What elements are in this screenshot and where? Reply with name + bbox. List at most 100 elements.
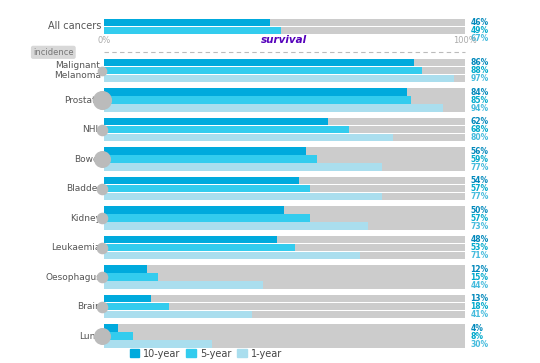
Bar (104, 311, 465, 318)
Bar (104, 295, 465, 302)
Bar (104, 332, 133, 340)
Bar (104, 19, 270, 26)
Bar (104, 59, 414, 66)
Text: NHL: NHL (83, 125, 101, 134)
Bar (104, 147, 306, 155)
Bar (104, 177, 465, 184)
Point (98, 127, 107, 132)
Bar (104, 332, 465, 340)
Text: Prostate: Prostate (64, 95, 101, 105)
Text: 30%: 30% (470, 339, 489, 348)
Text: Brain: Brain (77, 302, 101, 311)
Text: 41%: 41% (470, 310, 489, 319)
Text: 68%: 68% (470, 125, 489, 134)
Text: 15%: 15% (470, 273, 488, 282)
Point (98, 333, 107, 339)
Bar (104, 303, 169, 310)
Text: 100%: 100% (453, 36, 477, 45)
Bar (104, 118, 328, 126)
Text: Lung: Lung (79, 331, 101, 340)
Bar (104, 273, 158, 281)
Text: 59%: 59% (470, 155, 488, 164)
Text: Bowel: Bowel (74, 155, 101, 164)
Text: 46%: 46% (470, 18, 489, 27)
Bar (104, 126, 349, 134)
Text: 84%: 84% (470, 87, 489, 97)
Bar (104, 88, 407, 96)
Bar (104, 206, 465, 214)
Text: 8%: 8% (470, 331, 483, 340)
Bar (104, 67, 465, 74)
Text: 4%: 4% (470, 323, 483, 333)
Point (98, 215, 107, 221)
Bar (104, 163, 465, 171)
Bar (104, 26, 281, 34)
Text: 77%: 77% (470, 192, 489, 201)
Bar (104, 244, 465, 252)
Bar (104, 214, 465, 222)
Bar (104, 324, 465, 332)
Text: survival: survival (261, 35, 307, 45)
Bar (104, 134, 393, 142)
Bar (104, 19, 465, 26)
Bar (104, 281, 263, 289)
Point (98, 97, 107, 103)
Text: 18%: 18% (470, 302, 489, 311)
Point (98, 304, 107, 310)
Text: 12%: 12% (470, 265, 489, 274)
Text: 57%: 57% (470, 184, 489, 193)
Bar (104, 252, 360, 260)
Bar (104, 236, 277, 244)
Bar (104, 193, 382, 200)
Bar (104, 88, 465, 96)
Text: 0%: 0% (97, 36, 111, 45)
Text: Kidney: Kidney (70, 213, 101, 223)
Text: 94%: 94% (470, 103, 489, 113)
Text: 57%: 57% (470, 213, 489, 223)
Bar (104, 104, 465, 112)
Bar (104, 104, 443, 112)
Bar (104, 295, 151, 302)
Bar (104, 185, 465, 192)
Text: 88%: 88% (470, 66, 489, 75)
Text: Bladder: Bladder (66, 184, 101, 193)
Bar (104, 155, 465, 163)
Bar (104, 134, 465, 142)
Bar (104, 340, 212, 348)
Text: 97%: 97% (470, 74, 489, 83)
Bar (104, 75, 465, 82)
Bar (104, 273, 465, 281)
Text: All cancers: All cancers (48, 21, 101, 31)
Bar (104, 185, 310, 192)
Point (98, 68, 107, 74)
Text: 80%: 80% (470, 133, 489, 142)
Bar (104, 236, 465, 244)
Text: 71%: 71% (470, 251, 489, 260)
Text: 86%: 86% (470, 58, 489, 67)
Text: 49%: 49% (470, 26, 489, 35)
Text: Leukaemia: Leukaemia (52, 243, 101, 252)
Bar (104, 303, 465, 310)
Bar (104, 281, 465, 289)
Bar (104, 163, 382, 171)
Bar (104, 265, 147, 273)
Point (98, 274, 107, 280)
Bar (104, 340, 465, 348)
Text: 85%: 85% (470, 95, 489, 105)
Text: 48%: 48% (470, 235, 489, 244)
Bar (104, 26, 465, 34)
Text: 62%: 62% (470, 117, 489, 126)
Text: 44%: 44% (470, 281, 489, 290)
Bar (104, 206, 285, 214)
Bar (104, 96, 411, 104)
Text: 53%: 53% (470, 243, 488, 252)
Point (98, 156, 107, 162)
Bar (104, 222, 368, 230)
Bar (104, 118, 465, 126)
Bar (104, 155, 317, 163)
Text: incidence: incidence (33, 48, 73, 57)
Text: 54%: 54% (470, 176, 488, 185)
Bar (104, 96, 465, 104)
Bar (104, 59, 465, 66)
Text: 13%: 13% (470, 294, 489, 303)
